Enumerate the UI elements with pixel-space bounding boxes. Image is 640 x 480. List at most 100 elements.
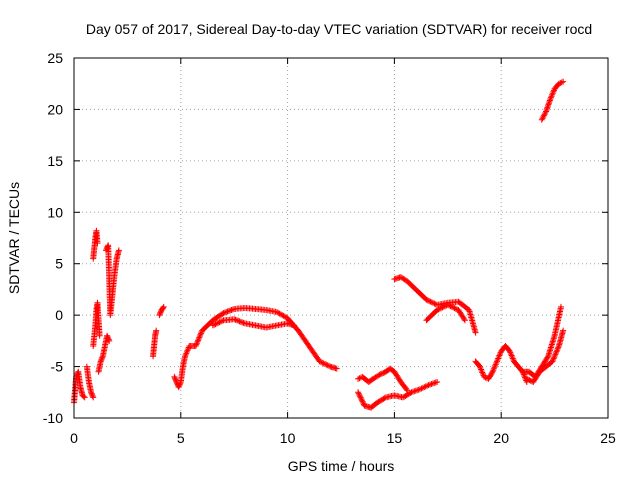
data-point: [435, 306, 442, 313]
data-point: [549, 358, 556, 365]
data-point: [333, 365, 340, 372]
data-point: [183, 348, 190, 355]
data-point: [490, 365, 497, 372]
data-point: [219, 310, 226, 317]
data-point: [172, 377, 179, 384]
data-point: [156, 312, 163, 319]
data-point: [212, 321, 219, 328]
data-point: [479, 369, 486, 376]
data-point: [105, 335, 112, 342]
data-point: [478, 366, 485, 373]
data-point: [415, 386, 422, 393]
data-point: [80, 393, 87, 400]
data-point: [407, 390, 414, 397]
data-point: [228, 307, 235, 313]
data-point: [495, 355, 502, 362]
data-point: [526, 377, 533, 384]
data-point: [555, 80, 562, 87]
series-track-d: [90, 299, 103, 349]
data-point: [417, 386, 424, 393]
data-point: [160, 304, 166, 311]
data-point: [447, 303, 454, 310]
data-point: [423, 296, 430, 303]
data-point: [544, 354, 551, 361]
data-point: [96, 332, 103, 339]
data-point: [430, 299, 437, 306]
data-point: [171, 373, 178, 380]
data-point: [115, 247, 122, 254]
data-point: [540, 112, 547, 119]
data-point: [403, 386, 410, 393]
data-point: [227, 307, 234, 314]
data-point: [542, 109, 549, 116]
axis-ticks: 0 5 10 15 20 25 -10 -5 0 5 10 15 20 25: [43, 50, 616, 446]
data-point: [98, 357, 105, 364]
data-point: [291, 322, 298, 329]
data-point: [356, 391, 363, 398]
data-point: [357, 394, 364, 401]
data-point: [507, 349, 514, 356]
data-point: [440, 303, 447, 310]
data-point: [427, 381, 433, 388]
data-point: [421, 384, 428, 391]
data-point: [509, 354, 516, 361]
data-point: [452, 305, 459, 312]
data-point: [489, 368, 496, 375]
data-point: [213, 320, 220, 327]
data-point: [196, 334, 203, 341]
data-point: [450, 304, 457, 311]
data-point: [428, 299, 435, 306]
series-track-q: [523, 327, 567, 385]
x-tick-label: 20: [493, 430, 509, 446]
grid-lines: [74, 58, 608, 418]
data-point: [509, 355, 516, 362]
x-tick-label: 10: [280, 430, 296, 446]
data-point: [525, 376, 532, 383]
data-point: [461, 316, 468, 322]
data-point: [98, 355, 105, 362]
data-point: [236, 318, 243, 325]
data-point: [217, 318, 224, 325]
series-track-h: [156, 303, 167, 319]
data-point: [220, 310, 227, 317]
y-tick-label: -10: [43, 410, 63, 426]
data-point: [185, 345, 192, 352]
y-tick-label: 20: [47, 101, 63, 117]
x-tick-label: 15: [387, 430, 403, 446]
data-point: [89, 391, 96, 398]
data-point: [427, 298, 434, 305]
data-point: [379, 370, 386, 377]
data-point: [215, 319, 222, 326]
data-point: [557, 80, 564, 87]
data-point: [94, 240, 101, 247]
series-track-p: [519, 303, 565, 380]
data-point: [229, 306, 236, 313]
data-point: [89, 393, 96, 400]
data-point: [324, 362, 331, 369]
data-point: [493, 359, 500, 366]
data-point: [175, 384, 182, 391]
data-point: [105, 336, 112, 343]
data-point: [88, 389, 95, 396]
data-point: [323, 361, 330, 368]
data-point: [554, 345, 561, 352]
data-point: [560, 327, 567, 334]
data-point: [319, 359, 326, 366]
data-point: [182, 351, 189, 358]
data-point: [88, 390, 95, 397]
data-point: [194, 338, 201, 345]
series-track-n: [423, 301, 468, 324]
data-point: [196, 333, 203, 340]
data-point: [426, 298, 433, 304]
data-point: [492, 361, 499, 368]
data-point: [104, 334, 111, 340]
series-track-r: [538, 78, 567, 123]
data-point: [97, 358, 104, 365]
data-point: [432, 379, 439, 386]
data-point: [404, 387, 411, 394]
data-point: [422, 383, 429, 390]
data-point: [358, 397, 365, 404]
data-point: [439, 304, 446, 311]
data-point: [555, 344, 562, 351]
